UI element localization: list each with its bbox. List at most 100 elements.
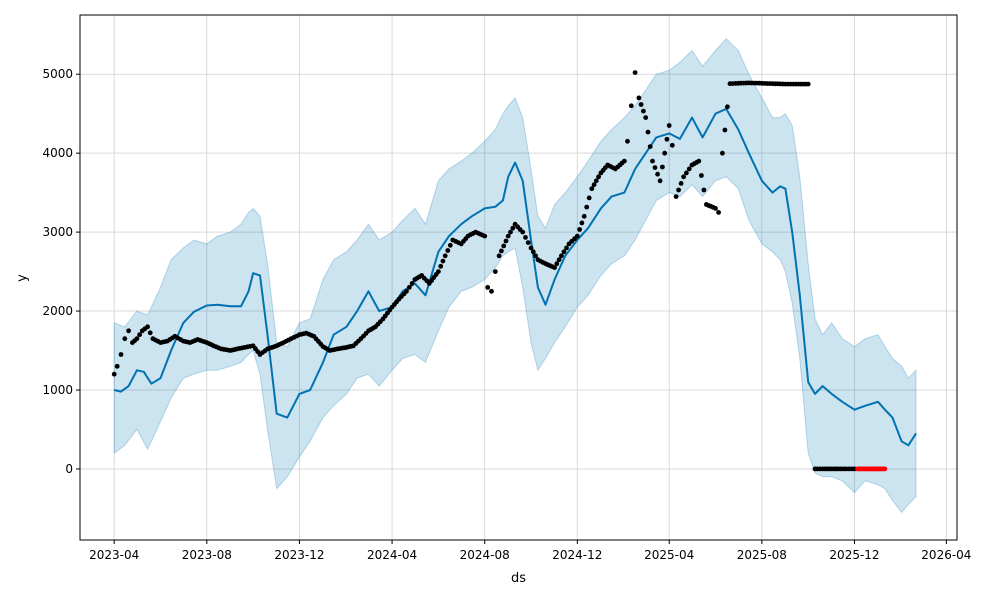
history-point xyxy=(574,233,580,239)
uncertainty-interval xyxy=(113,37,917,514)
history-point xyxy=(805,81,811,87)
history-point xyxy=(114,363,120,369)
x-tick-label: 2024-08 xyxy=(460,548,510,562)
history-point xyxy=(492,269,498,274)
history-point xyxy=(147,330,153,336)
y-tick-label: 0 xyxy=(65,462,73,476)
forecast-yhat-line xyxy=(113,107,917,447)
history-point xyxy=(716,210,721,215)
history-point xyxy=(436,269,441,274)
history-point xyxy=(662,150,668,156)
x-tick-label: 2024-04 xyxy=(367,548,417,562)
history-point xyxy=(681,174,686,180)
history-point xyxy=(678,181,684,186)
history-point xyxy=(530,249,536,255)
x-tick-label: 2025-12 xyxy=(829,548,879,562)
history-point xyxy=(404,288,409,294)
x-tick-label: 2026-04 xyxy=(921,548,971,562)
history-point xyxy=(655,171,660,177)
history-point xyxy=(676,187,681,193)
history-point xyxy=(145,324,151,330)
x-tick-label: 2024-12 xyxy=(552,548,602,562)
history-point xyxy=(556,257,562,263)
history-point xyxy=(503,238,509,244)
history-point xyxy=(720,150,725,156)
history-point xyxy=(593,178,599,184)
grid xyxy=(80,15,957,540)
test-point xyxy=(882,466,888,472)
history-point xyxy=(652,165,658,171)
history-point xyxy=(508,229,513,235)
history-point xyxy=(641,108,646,114)
y-tick-label: 5000 xyxy=(42,67,73,81)
history-point xyxy=(559,253,564,259)
x-axis-label: ds xyxy=(511,571,526,586)
history-point xyxy=(496,253,502,259)
history-point xyxy=(625,138,630,144)
history-point xyxy=(699,173,704,178)
x-tick-label: 2023-08 xyxy=(182,548,232,562)
history-point xyxy=(442,253,448,259)
history-point xyxy=(577,227,582,232)
history-point xyxy=(440,258,446,264)
observed-points xyxy=(111,70,888,472)
history-point xyxy=(499,248,504,254)
history-point xyxy=(664,136,670,142)
history-point xyxy=(520,229,526,235)
y-tick-label: 4000 xyxy=(42,146,73,160)
history-point xyxy=(673,194,679,200)
x-tick-label: 2023-04 xyxy=(89,548,139,562)
x-tick-label: 2025-08 xyxy=(737,548,787,562)
history-point xyxy=(447,242,453,248)
history-point xyxy=(713,206,718,211)
history-point xyxy=(552,265,557,270)
plot-frame xyxy=(79,14,958,541)
history-point xyxy=(533,253,538,259)
history-point xyxy=(669,142,675,148)
history-point xyxy=(122,336,128,342)
history-point xyxy=(701,187,707,193)
history-point xyxy=(638,102,644,107)
history-point xyxy=(581,213,587,219)
history-point xyxy=(660,164,665,170)
history-point xyxy=(584,204,590,210)
history-point xyxy=(485,285,491,290)
history-point xyxy=(438,263,444,269)
history-point xyxy=(686,166,692,172)
history-point xyxy=(643,115,649,120)
history-point xyxy=(501,243,507,249)
history-point xyxy=(725,104,730,110)
history-point xyxy=(126,328,131,334)
history-point xyxy=(636,95,642,101)
history-point xyxy=(482,233,488,239)
history-point xyxy=(489,288,494,294)
history-point xyxy=(657,178,663,184)
history-point xyxy=(722,127,728,133)
history-point xyxy=(622,158,627,164)
history-point xyxy=(591,182,597,188)
history-point xyxy=(579,220,585,226)
y-tick-label: 2000 xyxy=(42,304,73,318)
history-point xyxy=(666,123,672,128)
history-point xyxy=(111,371,117,377)
history-point xyxy=(596,174,601,180)
history-point xyxy=(510,225,516,231)
history-point xyxy=(445,248,451,253)
history-point xyxy=(137,332,143,338)
history-point xyxy=(589,186,595,192)
history-point xyxy=(564,245,569,251)
history-point xyxy=(684,170,689,176)
history-point xyxy=(134,336,140,342)
history-point xyxy=(650,158,655,164)
y-tick-label: 3000 xyxy=(42,225,73,239)
history-point xyxy=(632,70,638,75)
history-point xyxy=(118,352,124,357)
history-point xyxy=(586,195,592,201)
history-point xyxy=(409,281,415,286)
history-point xyxy=(645,129,651,135)
x-tick-label: 2023-12 xyxy=(274,548,324,562)
history-point xyxy=(528,245,534,251)
history-point xyxy=(561,249,567,255)
